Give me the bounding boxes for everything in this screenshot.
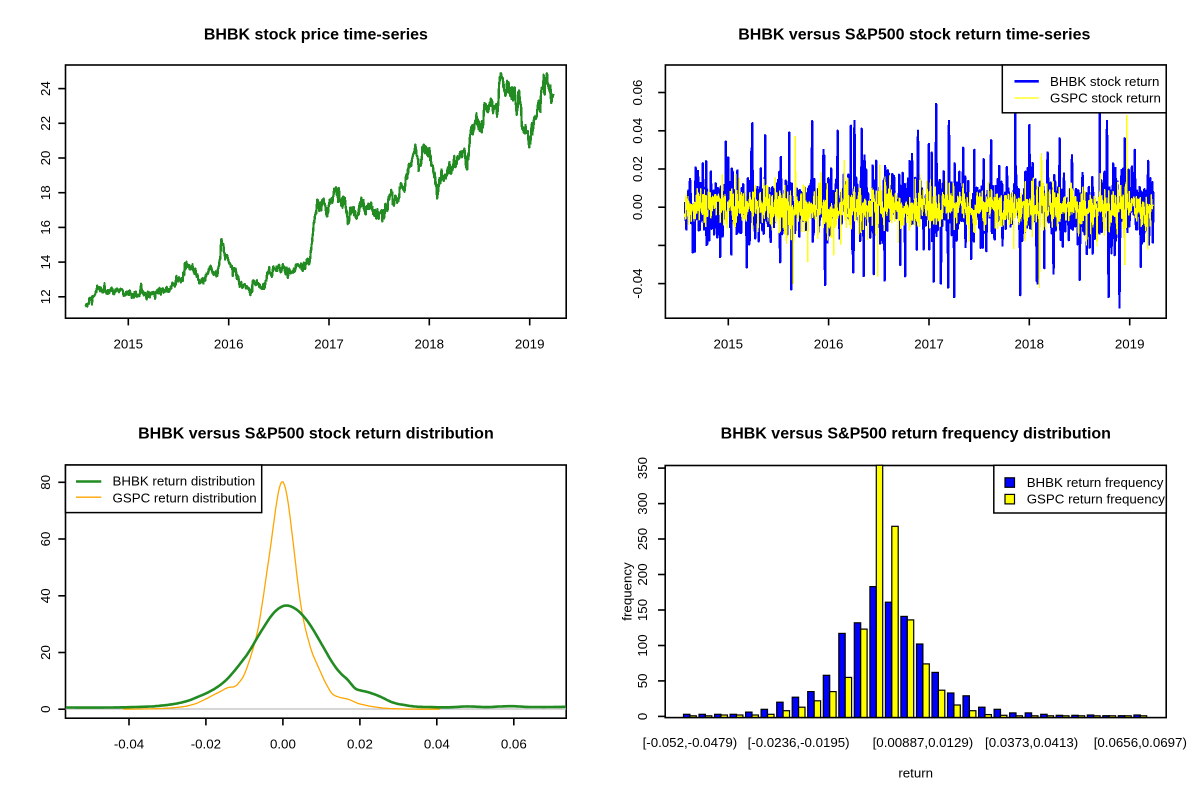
svg-text:frequency: frequency [620,562,635,621]
svg-text:250: 250 [635,528,650,550]
svg-text:2017: 2017 [314,337,344,352]
svg-text:300: 300 [635,493,650,515]
svg-text:GSPC stock return: GSPC stock return [1050,91,1161,106]
svg-text:24: 24 [38,81,53,96]
svg-text:0.06: 0.06 [630,80,645,106]
svg-text:return: return [898,766,933,781]
svg-text:GSPC return distribution: GSPC return distribution [113,490,257,505]
svg-text:BHBK return frequency: BHBK return frequency [1027,475,1164,490]
svg-text:2015: 2015 [114,337,144,352]
svg-text:-0.04: -0.04 [114,737,144,752]
svg-text:BHBK return distribution: BHBK return distribution [113,473,256,488]
svg-text:100: 100 [635,634,650,656]
svg-text:BHBK versus S&P500 stock retur: BHBK versus S&P500 stock return distribu… [138,426,494,443]
svg-text:22: 22 [38,116,53,131]
svg-text:[-0.0236,-0.0195): [-0.0236,-0.0195) [748,735,850,750]
svg-text:16: 16 [38,220,53,235]
svg-text:0.00: 0.00 [630,194,645,220]
svg-text:50: 50 [635,674,650,689]
svg-text:2017: 2017 [914,337,944,352]
svg-text:BHBK stock price time-series: BHBK stock price time-series [204,27,428,44]
svg-text:BHBK versus S&P500 stock retur: BHBK versus S&P500 stock return time-ser… [738,27,1090,44]
svg-text:[-0.052,-0.0479): [-0.052,-0.0479) [643,735,738,750]
svg-text:[0.0373,0.0413): [0.0373,0.0413) [985,735,1078,750]
svg-text:2018: 2018 [1015,337,1045,352]
svg-text:60: 60 [38,532,53,547]
svg-text:-0.02: -0.02 [191,737,221,752]
svg-text:150: 150 [635,599,650,621]
svg-text:BHBK versus S&P500 return freq: BHBK versus S&P500 return frequency dist… [721,426,1111,443]
svg-text:0.04: 0.04 [424,737,450,752]
svg-text:2019: 2019 [1115,337,1145,352]
svg-text:20: 20 [38,645,53,660]
svg-text:2015: 2015 [714,337,744,352]
svg-text:BHBK stock return: BHBK stock return [1050,74,1159,89]
svg-text:0.02: 0.02 [347,737,373,752]
svg-text:40: 40 [38,588,53,603]
svg-text:2016: 2016 [214,337,244,352]
svg-text:0.00: 0.00 [270,737,296,752]
svg-text:2019: 2019 [515,337,545,352]
svg-text:18: 18 [38,185,53,200]
svg-text:14: 14 [38,255,53,270]
svg-text:0.06: 0.06 [501,737,527,752]
svg-text:0: 0 [635,713,650,720]
svg-text:0.04: 0.04 [630,118,645,144]
svg-text:350: 350 [635,457,650,479]
svg-text:2018: 2018 [415,337,445,352]
svg-text:[0.00887,0.0129): [0.00887,0.0129) [873,735,974,750]
svg-text:2016: 2016 [814,337,844,352]
svg-text:-0.04: -0.04 [630,268,645,298]
svg-text:0: 0 [38,705,53,712]
svg-text:GSPC return frequency: GSPC return frequency [1027,492,1166,507]
svg-text:200: 200 [635,563,650,585]
svg-text:20: 20 [38,151,53,166]
svg-text:0.02: 0.02 [630,156,645,182]
svg-text:80: 80 [38,475,53,490]
svg-text:12: 12 [38,289,53,304]
svg-text:[0.0656,0.0697): [0.0656,0.0697) [1094,735,1187,750]
